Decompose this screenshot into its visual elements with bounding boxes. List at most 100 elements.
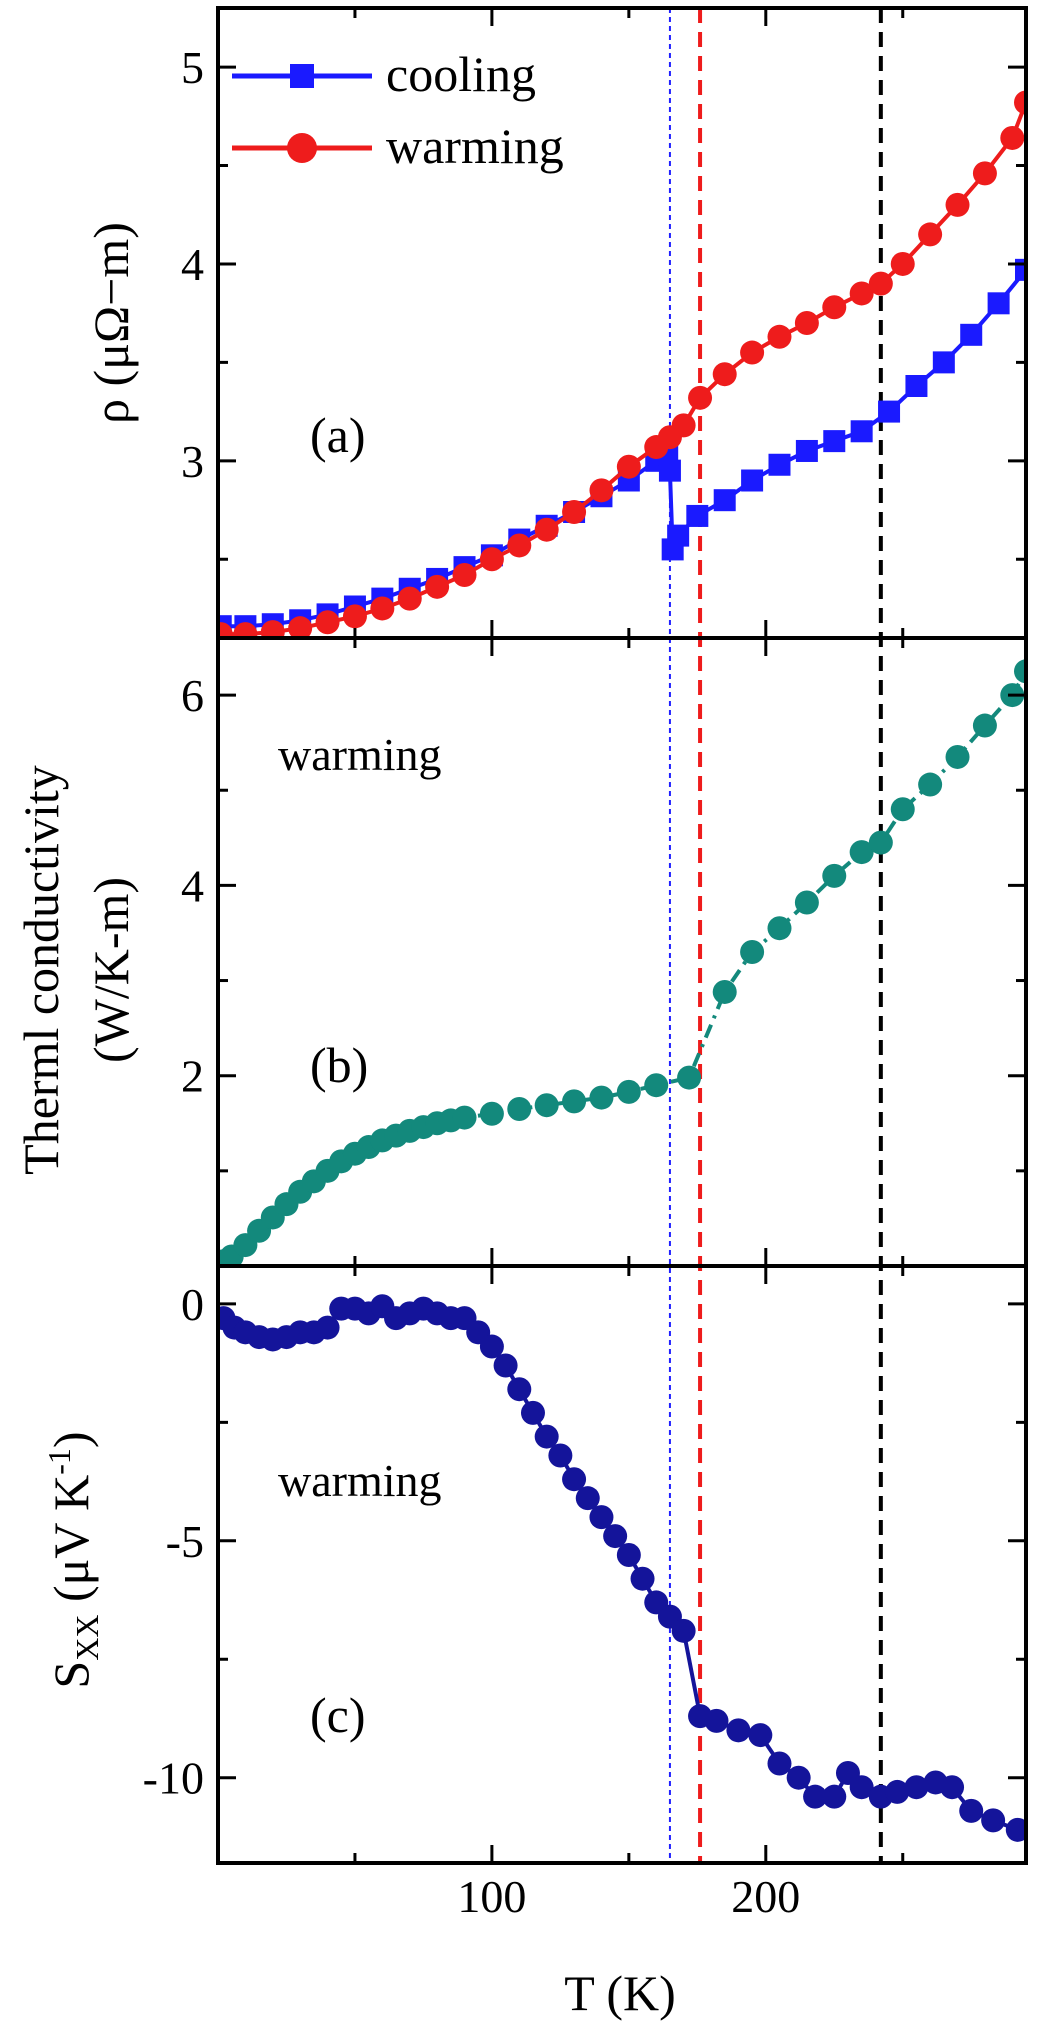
- data-point: [767, 324, 792, 349]
- y-tick-label: 5: [181, 42, 204, 93]
- data-point: [890, 797, 915, 822]
- data-point: [562, 1089, 587, 1114]
- panel-b-annotation: warming: [278, 729, 442, 780]
- data-point: [1005, 1817, 1026, 1842]
- panel-3-plot: [218, 1294, 1026, 1842]
- legend-warming-marker: [287, 133, 317, 163]
- data-point: [507, 1377, 532, 1402]
- reference-lines: [668, 8, 883, 1863]
- legend-entry-cooling: cooling: [232, 46, 536, 102]
- data-point: [686, 504, 709, 527]
- data-point: [479, 1334, 504, 1359]
- legend-cooling-label: cooling: [386, 46, 536, 102]
- data-point: [479, 1101, 504, 1126]
- data-point: [425, 574, 450, 599]
- data-point: [822, 295, 847, 320]
- data-point: [534, 1424, 559, 1449]
- data-point: [342, 604, 367, 629]
- data-point: [1000, 125, 1025, 150]
- data-point: [786, 1765, 811, 1790]
- data-point: [918, 222, 943, 247]
- data-point: [868, 830, 893, 855]
- data-point: [575, 1486, 600, 1511]
- data-point: [688, 385, 713, 410]
- legend: cooling warming: [232, 46, 564, 174]
- data-point: [658, 459, 681, 482]
- data-point: [218, 622, 233, 638]
- panel-b-label: (b): [310, 1037, 368, 1093]
- panel-c-y-axis-title: SXX (μV K-1): [41, 1431, 105, 1688]
- data-point: [868, 271, 893, 296]
- data-point: [616, 454, 641, 479]
- data-point: [904, 1775, 929, 1800]
- ylabel-superscript: -1: [41, 1448, 77, 1475]
- data-point: [1015, 258, 1026, 281]
- data-point: [849, 1775, 874, 1800]
- y-tick-label: 2: [181, 1051, 204, 1102]
- panel-3-frame: [216, 1264, 1028, 1865]
- data-point: [507, 1097, 532, 1121]
- data-point: [803, 1784, 828, 1809]
- series-line-3-1: [222, 1303, 1019, 1832]
- data-point: [534, 517, 559, 542]
- data-point: [932, 351, 955, 374]
- data-point: [767, 916, 792, 941]
- panel-1-plot: [218, 90, 1026, 638]
- y-tick-label: 4: [181, 239, 204, 290]
- data-point: [589, 478, 614, 503]
- panel-2-plot: [218, 659, 1026, 1266]
- panel-b-y-axis-title-line2: (W/K-m): [83, 877, 139, 1063]
- data-point: [507, 533, 532, 558]
- data-point: [959, 1798, 984, 1823]
- data-point: [712, 979, 737, 1004]
- panel-b-y-axis-title-line1: Therml conductivity: [13, 765, 69, 1175]
- data-point: [905, 375, 928, 397]
- data-point: [452, 563, 477, 587]
- ylabel-units: (μV K: [43, 1475, 99, 1615]
- data-point: [548, 1443, 573, 1468]
- ylabel-close: ): [43, 1431, 99, 1448]
- data-point: [849, 281, 874, 306]
- data-point: [452, 1105, 477, 1130]
- data-point: [972, 161, 997, 186]
- data-series: [218, 90, 1026, 1842]
- data-point: [918, 772, 943, 797]
- x-tick-label: 100: [457, 1871, 526, 1922]
- series-line-1-2: [220, 101, 1026, 637]
- data-point: [603, 1524, 628, 1549]
- data-point: [667, 524, 690, 547]
- data-point: [726, 1718, 751, 1743]
- data-point: [890, 251, 915, 276]
- data-point: [960, 323, 983, 346]
- x-axis-title: T (K): [564, 1965, 676, 2021]
- data-point: [987, 292, 1010, 315]
- data-point: [823, 430, 846, 453]
- data-point: [315, 1315, 340, 1340]
- data-point: [713, 489, 736, 512]
- data-point: [795, 439, 818, 462]
- y-tick-label: 3: [181, 436, 204, 487]
- data-point: [630, 1566, 655, 1591]
- data-point: [981, 1808, 1006, 1833]
- ylabel-subscript: XX: [69, 1615, 105, 1661]
- data-point: [740, 940, 765, 964]
- data-point: [972, 713, 997, 738]
- data-point: [562, 500, 587, 524]
- data-point: [748, 1723, 773, 1748]
- data-point: [794, 311, 819, 335]
- panel-a-y-axis-title: ρ (μΩ−m): [83, 222, 139, 424]
- data-point: [850, 420, 873, 443]
- data-point: [397, 586, 422, 611]
- data-point: [288, 616, 313, 638]
- x-tick-label: 200: [731, 1871, 800, 1922]
- data-point: [768, 453, 791, 476]
- y-tick-label: -5: [166, 1516, 204, 1567]
- data-point: [562, 1467, 587, 1492]
- data-point: [233, 622, 258, 638]
- data-point: [589, 1085, 614, 1110]
- data-point: [885, 1779, 910, 1804]
- data-point: [704, 1708, 729, 1733]
- y-tick-label: 6: [181, 670, 204, 721]
- data-point: [740, 340, 765, 365]
